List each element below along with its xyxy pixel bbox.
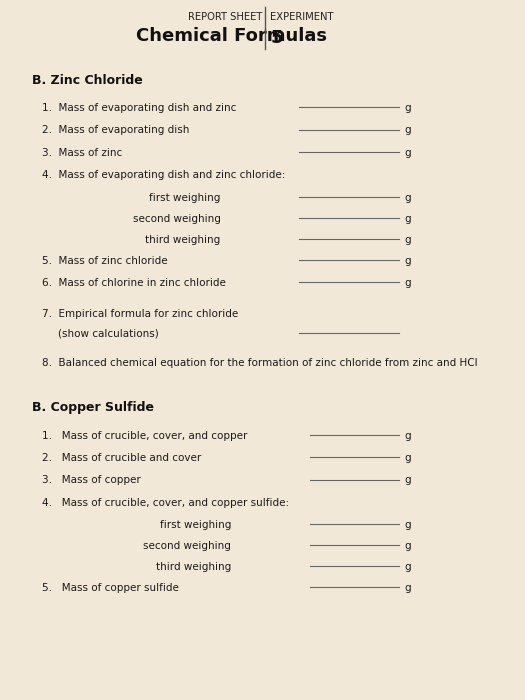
Text: 7.  Empirical formula for zinc chloride: 7. Empirical formula for zinc chloride bbox=[42, 309, 238, 318]
Text: g: g bbox=[404, 475, 411, 485]
Text: second weighing: second weighing bbox=[133, 214, 220, 223]
Text: 3.  Mass of zinc: 3. Mass of zinc bbox=[42, 148, 122, 158]
Text: g: g bbox=[404, 278, 411, 288]
Text: g: g bbox=[404, 148, 411, 158]
Text: (show calculations): (show calculations) bbox=[58, 328, 159, 338]
Text: B. Copper Sulfide: B. Copper Sulfide bbox=[32, 401, 153, 414]
Text: g: g bbox=[404, 256, 411, 265]
Text: g: g bbox=[404, 214, 411, 223]
Text: 5.   Mass of copper sulfide: 5. Mass of copper sulfide bbox=[42, 583, 179, 593]
Text: 4.  Mass of evaporating dish and zinc chloride:: 4. Mass of evaporating dish and zinc chl… bbox=[42, 170, 286, 180]
Text: B. Zinc Chloride: B. Zinc Chloride bbox=[32, 74, 142, 87]
Text: 2.   Mass of crucible and cover: 2. Mass of crucible and cover bbox=[42, 453, 201, 463]
Text: g: g bbox=[404, 520, 411, 530]
Text: first weighing: first weighing bbox=[149, 193, 220, 202]
Text: g: g bbox=[404, 453, 411, 463]
Text: g: g bbox=[404, 562, 411, 572]
Text: 1.  Mass of evaporating dish and zinc: 1. Mass of evaporating dish and zinc bbox=[42, 103, 236, 113]
Text: REPORT SHEET: REPORT SHEET bbox=[188, 12, 262, 22]
Text: second weighing: second weighing bbox=[143, 541, 231, 551]
Text: EXPERIMENT: EXPERIMENT bbox=[270, 12, 334, 22]
Text: Chemical Formulas: Chemical Formulas bbox=[136, 27, 328, 45]
Text: g: g bbox=[404, 125, 411, 135]
Text: third weighing: third weighing bbox=[145, 234, 220, 244]
Text: 5.  Mass of zinc chloride: 5. Mass of zinc chloride bbox=[42, 256, 167, 265]
Text: g: g bbox=[404, 583, 411, 593]
Text: 1.   Mass of crucible, cover, and copper: 1. Mass of crucible, cover, and copper bbox=[42, 430, 247, 440]
Text: 6.  Mass of chlorine in zinc chloride: 6. Mass of chlorine in zinc chloride bbox=[42, 278, 226, 288]
Text: 3.   Mass of copper: 3. Mass of copper bbox=[42, 475, 141, 485]
Text: 4.   Mass of crucible, cover, and copper sulfide:: 4. Mass of crucible, cover, and copper s… bbox=[42, 498, 289, 508]
Text: 2.  Mass of evaporating dish: 2. Mass of evaporating dish bbox=[42, 125, 190, 135]
Text: g: g bbox=[404, 430, 411, 440]
Text: g: g bbox=[404, 193, 411, 202]
Text: g: g bbox=[404, 234, 411, 244]
Text: g: g bbox=[404, 541, 411, 551]
Text: g: g bbox=[404, 103, 411, 113]
Text: third weighing: third weighing bbox=[156, 562, 231, 572]
Text: 5: 5 bbox=[270, 29, 283, 48]
Text: first weighing: first weighing bbox=[160, 520, 231, 530]
Text: 8.  Balanced chemical equation for the formation of zinc chloride from zinc and : 8. Balanced chemical equation for the fo… bbox=[42, 358, 478, 368]
